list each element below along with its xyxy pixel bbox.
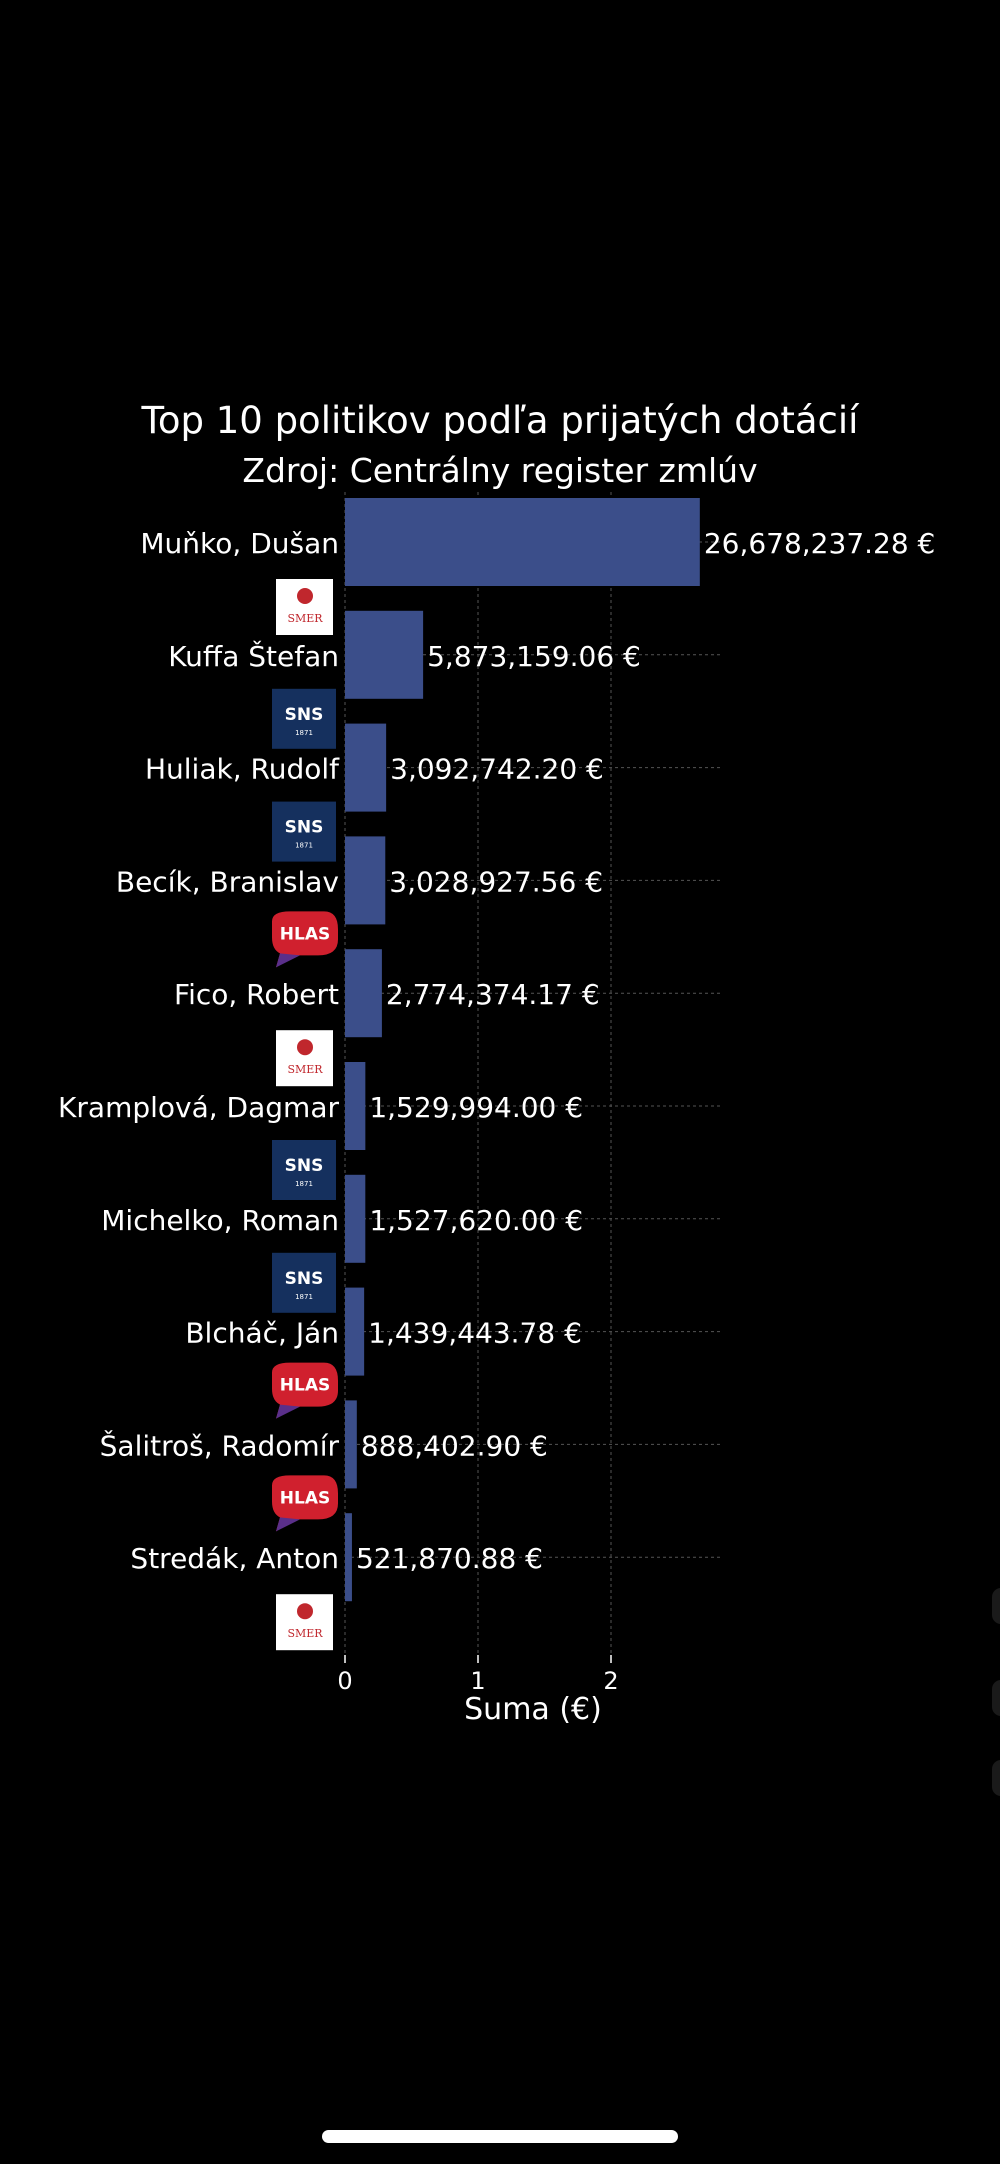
category-label: Fico, Robert: [174, 978, 339, 1011]
logo-text: SNS: [285, 818, 324, 838]
category-label: Huliak, Rudolf: [145, 753, 340, 786]
party-logo-sns: SNS 1871: [272, 801, 336, 862]
category-label: Kramplová, Dagmar: [58, 1091, 339, 1124]
logo-background: [272, 688, 336, 749]
value-label: 2,774,374.17 €: [386, 978, 600, 1011]
logo-text: SMER: [287, 612, 323, 625]
logo-text: SNS: [285, 705, 324, 725]
logo-text: SMER: [287, 1627, 323, 1640]
value-label: 521,870.88 €: [356, 1542, 543, 1575]
bar: [345, 1062, 366, 1150]
bar: [345, 949, 382, 1038]
category-label: Kuffa Štefan: [168, 639, 339, 673]
party-logo-hlas: HLAS: [272, 1475, 338, 1532]
category-label: Becík, Branislav: [116, 865, 339, 898]
bar: [345, 610, 424, 699]
logo-accent: [276, 953, 300, 968]
x-axis-label: Suma (€): [464, 1692, 602, 1727]
value-label: 1,439,443.78 €: [368, 1317, 582, 1350]
rose-icon: [297, 1039, 313, 1056]
value-label: 888,402.90 €: [361, 1429, 548, 1462]
party-logo-sns: SNS 1871: [272, 1252, 336, 1313]
value-label: 26,678,237.28 €: [704, 527, 936, 560]
speech-bubble-logo: [272, 911, 338, 968]
speech-bubble-logo: [272, 1475, 338, 1532]
party-logo-smer: SMER: [276, 1030, 333, 1087]
party-logo-smer: SMER: [276, 579, 333, 635]
category-label: Michelko, Roman: [101, 1204, 339, 1237]
bar: [345, 1400, 357, 1489]
value-label: 3,028,927.56 €: [389, 865, 603, 898]
bar: [345, 1513, 352, 1602]
party-logo-sns: SNS 1871: [272, 688, 336, 749]
chart-title: Top 10 politikov podľa prijatých dotácií: [141, 399, 861, 442]
party-logo-sns: SNS 1871: [272, 1140, 336, 1200]
x-tick-label: 0: [337, 1667, 352, 1695]
logo-background: [276, 579, 333, 635]
logo-text: HLAS: [280, 1488, 330, 1508]
logo-text: SMER: [287, 1063, 323, 1076]
logo-background: [272, 801, 336, 862]
logo-background: [272, 1140, 336, 1200]
logo-subtext: 1871: [295, 1180, 313, 1188]
party-logo-hlas: HLAS: [272, 1362, 338, 1419]
speech-bubble-logo: [272, 1362, 338, 1419]
rose-icon: [297, 588, 313, 604]
logo-subtext: 1871: [295, 842, 313, 850]
x-tick-label: 1: [470, 1667, 485, 1695]
bar: [345, 1174, 366, 1263]
bar: [345, 1287, 365, 1376]
labels: Muňko, Dušan 26,678,237.28 € SMER Kuffa Šte…: [58, 527, 936, 1651]
logo-accent: [276, 1517, 300, 1532]
category-label: Stredák, Anton: [130, 1542, 339, 1575]
home-indicator[interactable]: [322, 2130, 678, 2143]
logo-text: HLAS: [280, 1376, 330, 1396]
logo-text: HLAS: [280, 924, 330, 944]
chart-subtitle: Zdroj: Centrálny register zmlúv: [242, 451, 757, 490]
x-tick-label: 2: [603, 1667, 618, 1695]
category-label: Muňko, Dušan: [140, 527, 339, 560]
category-label: Blcháč, Ján: [185, 1317, 339, 1350]
category-label: Šalitroš, Radomír: [100, 1428, 340, 1462]
bar: [345, 836, 386, 925]
edge-indicator: [992, 1760, 1000, 1796]
logo-subtext: 1871: [295, 1293, 313, 1301]
value-label: 1,529,994.00 €: [369, 1091, 583, 1124]
logo-text: SNS: [285, 1156, 324, 1176]
logo-background: [276, 1030, 333, 1087]
logo-accent: [276, 1404, 300, 1419]
value-label: 3,092,742.20 €: [390, 753, 604, 786]
party-logo-smer: SMER: [276, 1594, 333, 1651]
bar: [345, 723, 387, 812]
logo-text: SNS: [285, 1269, 324, 1289]
edge-indicator: [992, 1588, 1000, 1624]
x-axis: 0 1 2: [337, 1655, 619, 1695]
rose-icon: [297, 1603, 313, 1620]
value-label: 1,527,620.00 €: [369, 1204, 583, 1237]
bar: [345, 498, 700, 586]
logo-background: [272, 1252, 336, 1313]
value-label: 5,873,159.06 €: [427, 640, 641, 673]
logo-background: [276, 1594, 333, 1651]
bars: [345, 498, 700, 1602]
edge-indicator: [992, 1680, 1000, 1716]
logo-subtext: 1871: [295, 729, 313, 737]
party-logo-hlas: HLAS: [272, 911, 338, 968]
